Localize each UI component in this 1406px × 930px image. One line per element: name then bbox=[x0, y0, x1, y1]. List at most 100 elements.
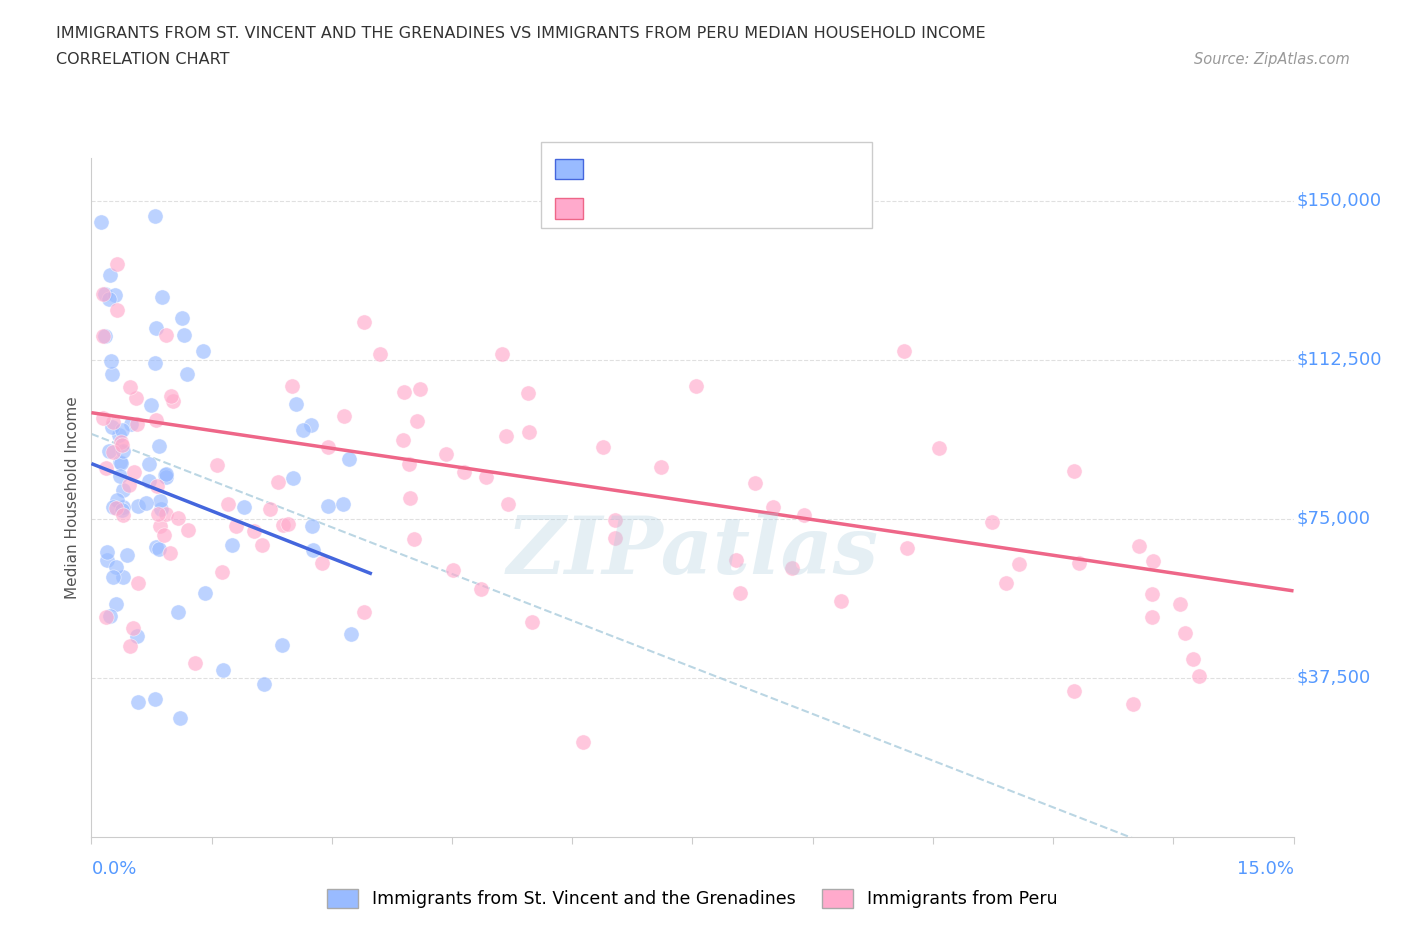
Point bbox=[101, 569, 124, 584]
Point bbox=[118, 478, 141, 493]
Point bbox=[491, 347, 513, 362]
Point bbox=[337, 451, 360, 466]
Point bbox=[105, 302, 128, 317]
Point bbox=[108, 469, 131, 484]
Point bbox=[281, 379, 304, 393]
Point bbox=[434, 446, 457, 461]
Text: ZIPatlas: ZIPatlas bbox=[506, 513, 879, 591]
Point bbox=[127, 576, 149, 591]
Point bbox=[225, 518, 247, 533]
Text: R =: R = bbox=[595, 205, 637, 223]
Point bbox=[111, 570, 134, 585]
Point bbox=[311, 555, 333, 570]
Point bbox=[111, 500, 134, 515]
Point bbox=[105, 596, 128, 611]
Text: $112,500: $112,500 bbox=[1296, 351, 1382, 368]
Point bbox=[90, 214, 112, 229]
Point bbox=[145, 479, 167, 494]
Point bbox=[166, 511, 188, 525]
Point bbox=[110, 435, 132, 450]
Point bbox=[332, 497, 354, 512]
Point bbox=[125, 629, 148, 644]
Point bbox=[302, 543, 325, 558]
Text: 100: 100 bbox=[749, 205, 786, 223]
Point bbox=[146, 507, 169, 522]
Point bbox=[730, 586, 752, 601]
Point bbox=[994, 576, 1017, 591]
Point bbox=[138, 457, 160, 472]
Point bbox=[184, 656, 207, 671]
Point bbox=[284, 396, 307, 411]
Point bbox=[124, 390, 146, 405]
Point bbox=[118, 639, 141, 654]
Point bbox=[145, 355, 167, 370]
Point bbox=[650, 459, 672, 474]
Point bbox=[104, 287, 127, 302]
Point bbox=[271, 518, 294, 533]
Point bbox=[98, 267, 121, 282]
Point bbox=[780, 560, 803, 575]
Point bbox=[115, 548, 138, 563]
Point bbox=[148, 439, 170, 454]
Point bbox=[100, 353, 122, 368]
Point bbox=[744, 475, 766, 490]
Point bbox=[603, 512, 626, 527]
Point bbox=[111, 507, 134, 522]
Point bbox=[105, 559, 128, 574]
Point bbox=[1142, 553, 1164, 568]
Point bbox=[1168, 596, 1191, 611]
Point bbox=[155, 470, 177, 485]
Point bbox=[111, 502, 134, 517]
Point bbox=[353, 604, 375, 619]
Text: CORRELATION CHART: CORRELATION CHART bbox=[56, 52, 229, 67]
Point bbox=[101, 367, 124, 382]
Point bbox=[896, 540, 918, 555]
Point bbox=[1122, 697, 1144, 711]
Point bbox=[250, 538, 273, 552]
Point bbox=[212, 663, 235, 678]
Point bbox=[392, 384, 415, 399]
Point bbox=[150, 289, 173, 304]
Point bbox=[398, 456, 420, 471]
Point bbox=[125, 417, 148, 432]
Text: 0.0%: 0.0% bbox=[91, 860, 136, 878]
Point bbox=[148, 541, 170, 556]
Text: R =: R = bbox=[595, 159, 637, 178]
Point bbox=[120, 379, 142, 394]
Point bbox=[111, 438, 134, 453]
Point bbox=[299, 417, 322, 432]
Point bbox=[143, 209, 166, 224]
Point bbox=[270, 638, 292, 653]
Point bbox=[368, 347, 391, 362]
Point bbox=[108, 428, 131, 443]
Text: N =: N = bbox=[696, 205, 752, 223]
Point bbox=[194, 586, 217, 601]
Point bbox=[134, 496, 156, 511]
Point bbox=[103, 499, 125, 514]
Point bbox=[143, 692, 166, 707]
Point bbox=[149, 502, 172, 517]
Point bbox=[762, 499, 785, 514]
Point bbox=[159, 388, 181, 403]
Point bbox=[121, 621, 143, 636]
Point bbox=[281, 471, 304, 485]
Point bbox=[120, 416, 142, 431]
Point bbox=[173, 327, 195, 342]
Point bbox=[169, 711, 191, 725]
Point bbox=[94, 286, 117, 301]
Point bbox=[211, 565, 233, 579]
Point bbox=[470, 581, 492, 596]
Point bbox=[605, 530, 627, 545]
Point bbox=[145, 321, 167, 336]
Point bbox=[592, 439, 614, 454]
Point bbox=[402, 532, 425, 547]
Text: IMMIGRANTS FROM ST. VINCENT AND THE GRENADINES VS IMMIGRANTS FROM PERU MEDIAN HO: IMMIGRANTS FROM ST. VINCENT AND THE GREN… bbox=[56, 26, 986, 41]
Point bbox=[91, 286, 114, 301]
Point bbox=[301, 519, 323, 534]
Point bbox=[339, 627, 361, 642]
Point bbox=[100, 608, 122, 623]
Point bbox=[1063, 684, 1085, 698]
Point bbox=[1182, 651, 1205, 666]
Point bbox=[105, 257, 128, 272]
Point bbox=[91, 410, 114, 425]
